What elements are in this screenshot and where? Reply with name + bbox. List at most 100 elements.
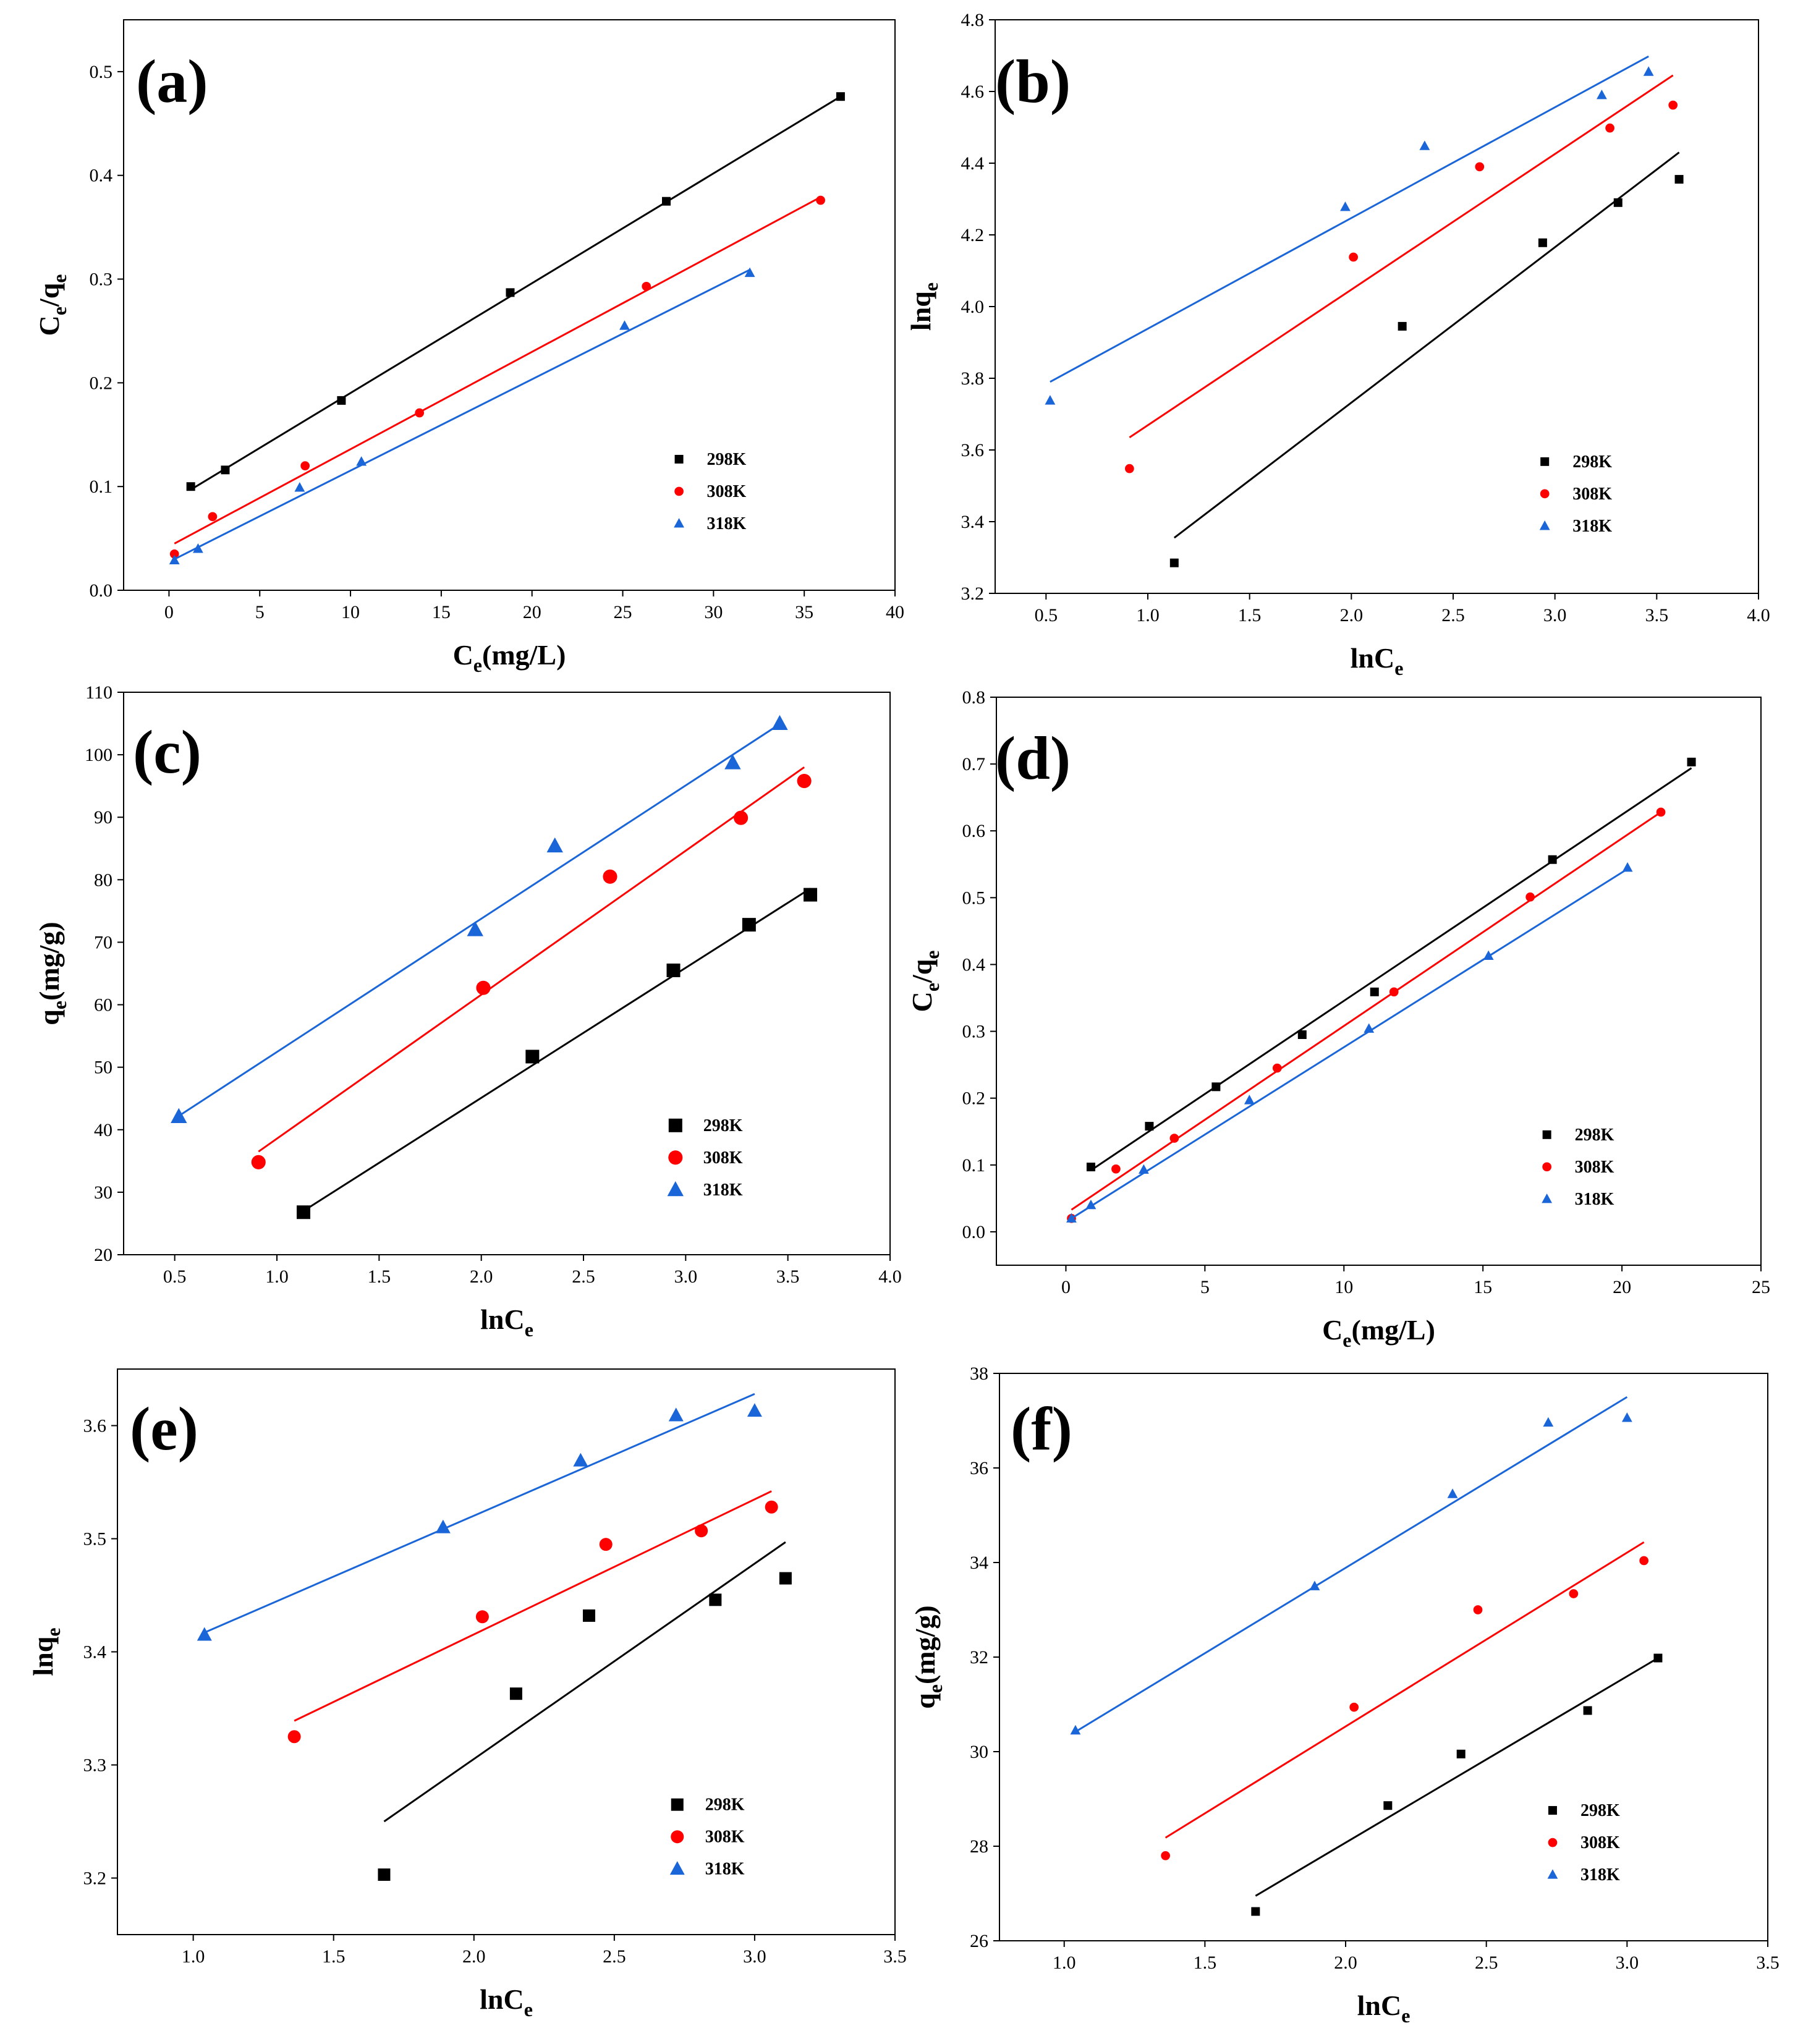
y-axis-title-part: e (924, 1684, 946, 1693)
legend-label: 298K (1575, 1126, 1614, 1145)
x-tick-label: 15 (1474, 1277, 1492, 1297)
y-tick-label: 0.1 (962, 1155, 986, 1176)
x-tick-label: 0.5 (1035, 605, 1058, 625)
legend-marker (668, 1150, 683, 1165)
x-tick-label: 2.0 (462, 1946, 486, 1967)
x-tick-label: 2.5 (603, 1946, 626, 1967)
data-point (668, 1407, 684, 1422)
x-tick-label: 3.0 (674, 1266, 698, 1287)
data-point (1525, 892, 1535, 902)
data-point (1583, 1706, 1592, 1715)
data-point (476, 980, 491, 995)
data-point (356, 456, 367, 466)
y-axis-title-part: e (48, 307, 70, 315)
data-point (169, 554, 180, 564)
x-tick-label: 3.5 (883, 1946, 907, 1967)
y-tick-label: 110 (85, 682, 112, 703)
x-tick-label: 1.5 (1194, 1953, 1217, 1973)
series-298K (378, 1541, 792, 1881)
x-axis-title: lnCe (480, 1983, 533, 2021)
legend-label: 308K (705, 1828, 745, 1847)
x-tick-label: 20 (1613, 1277, 1631, 1297)
data-point (1125, 464, 1134, 473)
data-point (1656, 807, 1666, 817)
legend: 298K 308K 318K (1539, 452, 1612, 536)
data-point (546, 837, 563, 853)
x-tick-label: 15 (432, 602, 451, 622)
data-point (1161, 1851, 1170, 1860)
y-tick-label: 4.4 (961, 153, 985, 174)
data-point (1597, 89, 1607, 100)
data-point (1456, 1749, 1466, 1758)
series-298K (186, 92, 845, 491)
y-tick-label: 4.8 (961, 10, 985, 30)
x-axis-title-part: e (1401, 2004, 1410, 2027)
data-point (1473, 1605, 1483, 1614)
y-axis-title: lnqe (27, 1627, 64, 1676)
y-tick-label: 30 (94, 1182, 112, 1203)
y-tick-label: 70 (94, 932, 112, 952)
y-axis-title-part: q (33, 1009, 65, 1025)
legend-marker (1548, 1838, 1558, 1847)
fit-line (258, 766, 805, 1153)
panel-a: 0 5 10 15 20 25 30 35 400.00.10.20.30.40.5Ce(mg/… (33, 19, 904, 676)
legend-label: 318K (703, 1181, 743, 1200)
y-axis-title-part: lnq (905, 291, 936, 331)
data-point (642, 281, 651, 291)
x-axis-title-part: C (1322, 1314, 1343, 1346)
y-tick-label: 0.5 (962, 888, 986, 908)
y-tick-label: 3.6 (961, 440, 985, 460)
fit-line (178, 723, 781, 1117)
data-point (1045, 395, 1056, 405)
y-tick-label: 90 (94, 807, 112, 828)
fit-line (1129, 74, 1674, 438)
x-axis-title-part: lnC (480, 1304, 525, 1335)
y-tick-label: 4.0 (961, 297, 985, 317)
fit-line (383, 1541, 786, 1823)
x-tick-label: 1.0 (182, 1946, 205, 1967)
data-point (1613, 198, 1623, 207)
y-tick-label: 36 (970, 1458, 988, 1478)
x-tick-label: 25 (1752, 1277, 1770, 1297)
series-298K (1169, 151, 1684, 567)
data-point (603, 869, 617, 884)
panel-d: 0 5 10 15 20 250.00.10.20.30.40.50.60.70.8Ce(… (906, 687, 1770, 1351)
plot-frame (123, 692, 891, 1255)
fit-line (190, 95, 841, 491)
y-axis-title-part: e (48, 274, 70, 282)
fit-line (1165, 1541, 1645, 1839)
x-axis-title-part: e (1394, 657, 1403, 679)
data-point (695, 1524, 708, 1538)
data-point (797, 774, 812, 789)
data-point (573, 1452, 588, 1467)
y-tick-label: 0.4 (962, 954, 986, 975)
data-point (599, 1538, 613, 1551)
data-point (1086, 1163, 1095, 1172)
data-point (724, 754, 741, 770)
data-point (197, 1627, 212, 1641)
data-point (582, 1609, 595, 1622)
data-point (771, 715, 788, 730)
data-point (192, 543, 203, 553)
y-tick-label: 0.6 (962, 821, 986, 841)
y-tick-label: 3.5 (83, 1529, 107, 1550)
panel-label: (e) (130, 1394, 198, 1463)
data-point (734, 810, 749, 825)
y-tick-label: 80 (94, 870, 112, 890)
x-tick-label: 2.5 (1441, 605, 1465, 625)
legend-label: 318K (1572, 517, 1612, 536)
legend-marker (1540, 457, 1550, 466)
x-axis-title: lnCe (1351, 642, 1404, 679)
data-point (1419, 140, 1430, 150)
legend-label: 298K (1580, 1801, 1620, 1820)
fit-line (1173, 151, 1680, 539)
y-tick-label: 0.4 (90, 166, 113, 186)
x-tick-label: 10 (341, 602, 360, 622)
data-point (1653, 1653, 1663, 1663)
y-axis-title: qe(mg/g) (909, 1605, 946, 1709)
legend-label: 308K (703, 1148, 743, 1168)
y-axis-title-part: (mg/g) (33, 922, 65, 1001)
data-point (1169, 558, 1179, 567)
data-point (779, 1572, 792, 1585)
